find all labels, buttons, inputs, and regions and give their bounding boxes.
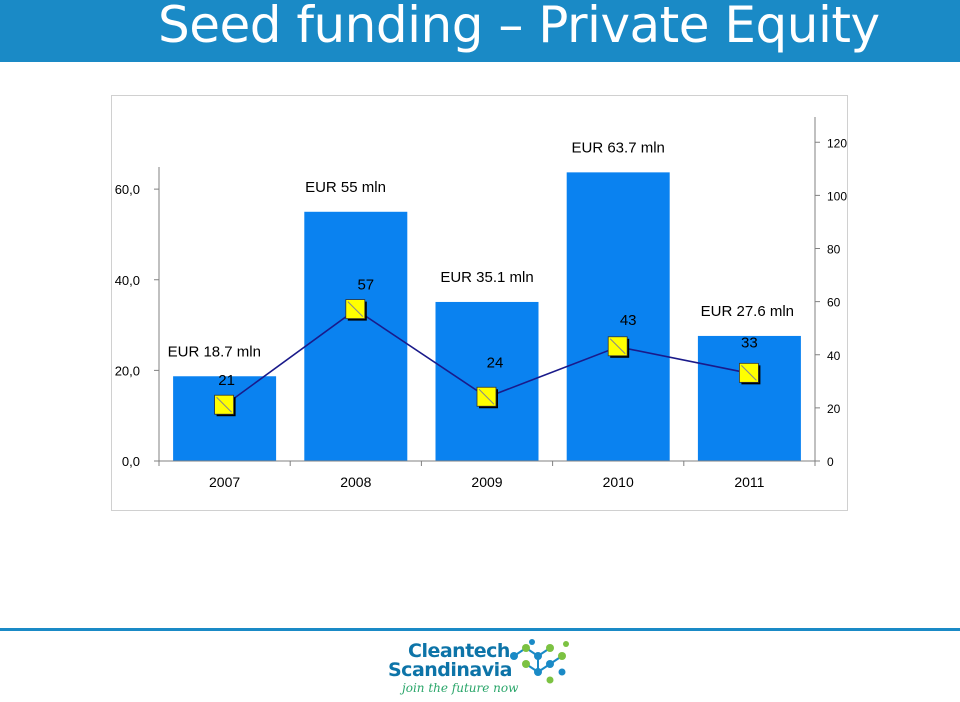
line-data-label: 33 bbox=[741, 334, 758, 351]
x-tick-label: 2008 bbox=[340, 474, 371, 490]
logo-text-cleantech: Cleantech bbox=[408, 640, 510, 662]
marker-hatch bbox=[741, 364, 757, 381]
line-data-label: 43 bbox=[620, 312, 637, 329]
bar-2011 bbox=[697, 335, 801, 461]
right-y-tick-label: 60 bbox=[827, 296, 841, 310]
left-y-tick-label: 60,0 bbox=[115, 182, 140, 197]
cleantech-logo: Cleantech Scandinavia join the future no… bbox=[386, 636, 576, 700]
x-tick-label: 2009 bbox=[471, 474, 502, 490]
bar-2010 bbox=[566, 172, 670, 461]
x-tick-label: 2011 bbox=[734, 474, 764, 490]
right-y-tick-label: 20 bbox=[827, 402, 841, 416]
right-y-tick-label: 120 bbox=[827, 136, 847, 150]
right-y-tick-label: 80 bbox=[827, 243, 841, 257]
bar-data-label: EUR 18.7 mln bbox=[168, 343, 261, 360]
bar-2007 bbox=[173, 376, 277, 461]
bar-data-label: EUR 27.6 mln bbox=[701, 303, 794, 320]
line-data-label: 24 bbox=[487, 354, 504, 371]
logo-text-scandinavia: Scandinavia bbox=[388, 659, 512, 681]
line-data-label: 21 bbox=[218, 372, 235, 389]
x-tick-label: 2007 bbox=[209, 474, 240, 490]
line-data-label: 57 bbox=[357, 277, 374, 294]
page-title: Seed funding – Private Equity bbox=[158, 0, 880, 54]
left-y-tick-label: 20,0 bbox=[115, 363, 140, 378]
marker-hatch bbox=[478, 388, 495, 405]
logo-tagline: join the future now bbox=[402, 681, 519, 695]
right-y-tick-label: 40 bbox=[827, 349, 841, 363]
bar-data-label: EUR 55 mln bbox=[305, 179, 386, 196]
marker-hatch bbox=[216, 396, 232, 413]
right-y-tick-label: 100 bbox=[827, 189, 847, 203]
x-tick-label: 2010 bbox=[603, 474, 634, 490]
chart-frame: 0,0 20,0 40,0 60,0 0 20 40 60 80 100 120 2007 2008 20… bbox=[111, 95, 848, 511]
footer-divider bbox=[0, 628, 960, 631]
bar-data-label: EUR 63.7 mln bbox=[572, 139, 665, 156]
title-bar: Seed funding – Private Equity bbox=[0, 0, 960, 62]
molecule-icon bbox=[510, 639, 569, 684]
bar-2009 bbox=[435, 301, 539, 461]
right-y-tick-label: 0 bbox=[827, 455, 834, 469]
left-y-tick-label: 40,0 bbox=[115, 273, 140, 288]
bar-2008 bbox=[304, 211, 408, 461]
left-y-tick-label: 0,0 bbox=[122, 454, 140, 469]
bar-data-label: EUR 35.1 mln bbox=[440, 269, 533, 286]
marker-hatch bbox=[609, 338, 626, 355]
marker-hatch bbox=[347, 301, 364, 317]
combo-chart: 0,0 20,0 40,0 60,0 0 20 40 60 80 100 120 2007 2008 20… bbox=[115, 117, 847, 490]
